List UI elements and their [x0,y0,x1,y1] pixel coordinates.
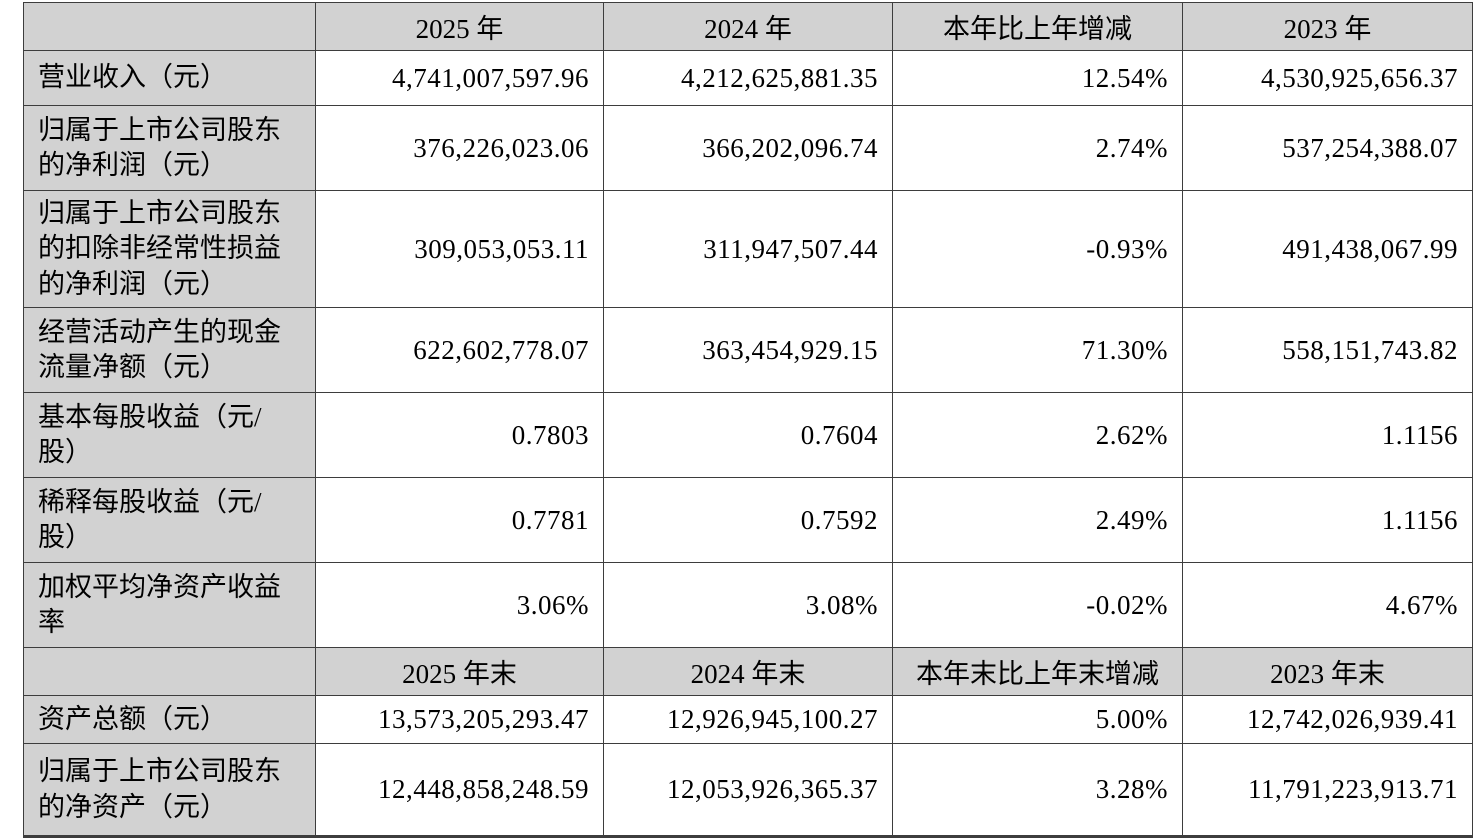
header-cell: 本年末比上年末增减 [892,647,1183,696]
value-cell: 0.7803 [315,392,604,478]
row-label: 归属于上市公司股东的净资产（元） [23,743,316,838]
value-cell: -0.93% [892,190,1183,308]
table-row: 资产总额（元） 13,573,205,293.47 12,926,945,100.2… [23,695,1473,744]
value-cell: 4,212,625,881.35 [603,50,893,106]
table-row: 基本每股收益（元/股） 0.7803 0.7604 2.62% 1.1156 [23,392,1473,478]
value-cell: 0.7781 [315,477,604,563]
header-cell-empty [23,647,316,696]
value-cell: 12,053,926,365.37 [603,743,893,838]
header-row: 2025 年末 2024 年末 本年末比上年末增减 2023 年末 [23,647,1473,696]
header-row: 2025 年 2024 年本年比上年增减 2023 年 [23,2,1473,51]
row-label: 经营活动产生的现金流量净额（元） [23,307,316,393]
value-cell: 0.7592 [603,477,893,563]
table-row: 归属于上市公司股东的扣除非经常性损益的净利润（元） 309,053,053.11 3… [23,190,1473,308]
row-label: 归属于上市公司股东的扣除非经常性损益的净利润（元） [23,190,316,308]
value-cell: 2.62% [892,392,1183,478]
table-body: 2025 年 2024 年本年比上年增减 2023 年营业收入（元） 4,741,00… [23,2,1473,838]
key-financials-table: 2025 年 2024 年本年比上年增减 2023 年营业收入（元） 4,741,00… [23,2,1473,838]
header-cell: 2024 年末 [603,647,893,696]
row-label: 归属于上市公司股东的净利润（元） [23,105,316,191]
value-cell: 1.1156 [1182,392,1473,478]
row-label: 营业收入（元） [23,50,316,106]
value-cell: 309,053,053.11 [315,190,604,308]
header-cell: 2025 年 [315,2,604,51]
table-row: 经营活动产生的现金流量净额（元） 622,602,778.07 363,454,92… [23,307,1473,393]
value-cell: 71.30% [892,307,1183,393]
value-cell: 4,741,007,597.96 [315,50,604,106]
value-cell: 11,791,223,913.71 [1182,743,1473,838]
value-cell: 12.54% [892,50,1183,106]
value-cell: 2.49% [892,477,1183,563]
value-cell: 491,438,067.99 [1182,190,1473,308]
header-cell: 2024 年 [603,2,893,51]
value-cell: 3.28% [892,743,1183,838]
value-cell: 311,947,507.44 [603,190,893,308]
value-cell: 4,530,925,656.37 [1182,50,1473,106]
value-cell: 3.08% [603,562,893,648]
value-cell: 4.67% [1182,562,1473,648]
table-row: 加权平均净资产收益率 3.06% 3.08% -0.02% 4.67% [23,562,1473,648]
value-cell: 558,151,743.82 [1182,307,1473,393]
value-cell: 2.74% [892,105,1183,191]
row-label: 基本每股收益（元/股） [23,392,316,478]
value-cell: 366,202,096.74 [603,105,893,191]
header-cell: 2023 年 [1182,2,1473,51]
row-label: 资产总额（元） [23,695,316,744]
value-cell: 13,573,205,293.47 [315,695,604,744]
table-row: 归属于上市公司股东的净资产（元） 12,448,858,248.59 12,053,… [23,743,1473,838]
header-cell: 2023 年末 [1182,647,1473,696]
value-cell: -0.02% [892,562,1183,648]
row-label: 加权平均净资产收益率 [23,562,316,648]
value-cell: 12,448,858,248.59 [315,743,604,838]
value-cell: 537,254,388.07 [1182,105,1473,191]
value-cell: 376,226,023.06 [315,105,604,191]
table-row: 稀释每股收益（元/股） 0.7781 0.7592 2.49% 1.1156 [23,477,1473,563]
header-cell-empty [23,2,316,51]
value-cell: 3.06% [315,562,604,648]
value-cell: 12,926,945,100.27 [603,695,893,744]
row-label: 稀释每股收益（元/股） [23,477,316,563]
value-cell: 622,602,778.07 [315,307,604,393]
header-cell: 2025 年末 [315,647,604,696]
value-cell: 363,454,929.15 [603,307,893,393]
table-row: 营业收入（元） 4,741,007,597.96 4,212,625,881.35 1… [23,50,1473,106]
value-cell: 1.1156 [1182,477,1473,563]
header-cell: 本年比上年增减 [892,2,1183,51]
value-cell: 12,742,026,939.41 [1182,695,1473,744]
table-row: 归属于上市公司股东的净利润（元） 376,226,023.06 366,202,09… [23,105,1473,191]
value-cell: 5.00% [892,695,1183,744]
value-cell: 0.7604 [603,392,893,478]
